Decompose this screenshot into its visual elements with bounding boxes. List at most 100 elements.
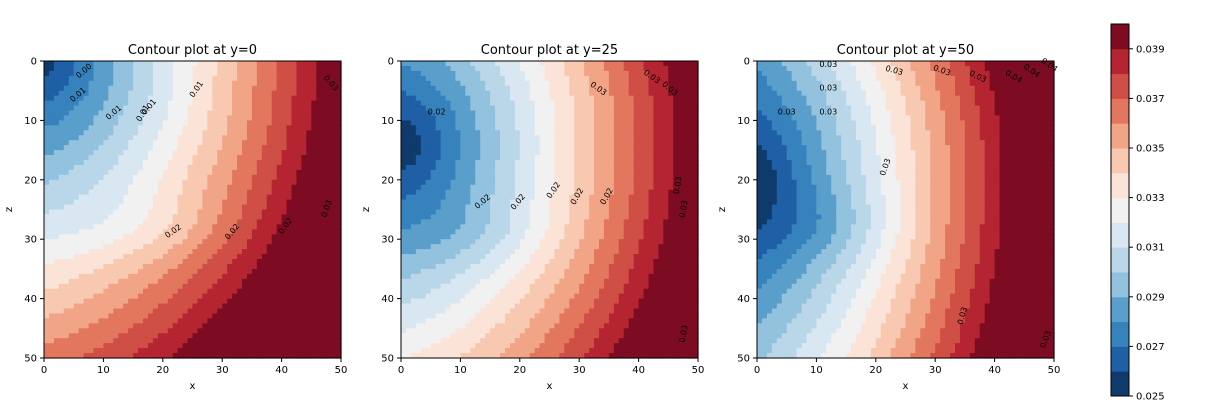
contour-cell (133, 150, 139, 156)
contour-cell (296, 234, 302, 240)
contour-cell (281, 273, 288, 280)
contour-cell (401, 160, 407, 166)
contour-cell (58, 214, 65, 220)
contour-cell (336, 145, 342, 151)
contour-cell (202, 234, 208, 240)
contour-cell (410, 184, 417, 191)
contour-cell (182, 348, 189, 354)
contour-cell (187, 224, 194, 230)
contour-cell (326, 115, 332, 121)
contour-cell (435, 90, 442, 97)
contour-cell (455, 224, 461, 230)
contour-cell (450, 120, 457, 126)
contour-cell (281, 61, 288, 67)
contour-cell (44, 150, 50, 156)
contour-cell (197, 150, 203, 156)
contour-cell (326, 278, 332, 285)
contour-cell (187, 323, 194, 329)
contour-cell (63, 65, 70, 72)
contour-cell (291, 348, 298, 354)
contour-cell (187, 110, 194, 117)
contour-cell (286, 298, 293, 305)
contour-cell (78, 278, 85, 285)
contour-cell (227, 219, 233, 225)
contour-cell (251, 239, 258, 245)
contour-cell (58, 65, 65, 72)
contour-cell (316, 150, 322, 156)
contour-cell (475, 239, 481, 245)
contour-cell (103, 263, 109, 270)
contour-cell (232, 204, 238, 211)
contour-cell (316, 70, 322, 77)
contour-cell (147, 199, 154, 206)
contour-cell (88, 273, 95, 280)
contour-cell (172, 214, 179, 220)
contour-cell (281, 244, 288, 250)
contour-cell (78, 85, 85, 92)
contour-cell (207, 338, 213, 344)
contour-cell (465, 234, 471, 240)
contour-cell (455, 348, 461, 354)
contour-cell (83, 85, 90, 92)
contour-cell (296, 204, 302, 211)
contour-cell (455, 234, 461, 240)
contour-cell (88, 115, 95, 121)
contour-cell (286, 100, 293, 107)
contour-cell (465, 214, 471, 220)
contour-cell (480, 278, 486, 285)
contour-cell (326, 204, 332, 211)
contour-cell (118, 174, 124, 181)
contour-cell (266, 155, 273, 161)
contour-cell (138, 194, 144, 201)
contour-cell (113, 328, 119, 334)
contour-cell (440, 140, 447, 146)
contour-cell (420, 239, 427, 245)
contour-cell (78, 184, 85, 191)
contour-cell (504, 234, 511, 240)
contour-cell (93, 75, 100, 82)
contour-cell (103, 150, 109, 156)
contour-cell (405, 65, 412, 72)
contour-cell (138, 169, 144, 176)
contour-cell (326, 323, 332, 329)
contour-cell (172, 254, 179, 260)
contour-cell (143, 130, 149, 136)
contour-cell (331, 194, 337, 201)
contour-cell (182, 105, 189, 112)
contour-cell (167, 254, 174, 260)
contour-cell (296, 293, 302, 300)
contour-cell (495, 333, 501, 339)
contour-cell (73, 65, 80, 72)
contour-cell (128, 65, 134, 72)
contour-cell (336, 219, 342, 225)
contour-cell (296, 249, 302, 255)
contour-cell (485, 273, 491, 280)
contour-cell (271, 135, 278, 141)
contour-cell (321, 169, 327, 176)
contour-cell (415, 273, 422, 280)
contour-cell (232, 90, 238, 97)
contour-cell (98, 199, 104, 206)
contour-cell (133, 130, 139, 136)
contour-cell (177, 105, 184, 112)
contour-cell (504, 90, 511, 97)
contour-panel-0: Contour plot at y=00 10 20 30 40 500102030405… (4, 43, 347, 392)
contour-cell (430, 313, 437, 319)
contour-cell (232, 194, 238, 201)
contour-cell (440, 70, 447, 77)
contour-cell (197, 115, 203, 121)
contour-cell (242, 184, 248, 191)
contour-cell (430, 184, 437, 191)
contour-cell (63, 85, 70, 92)
contour-cell (222, 328, 228, 334)
contour-cell (88, 174, 95, 181)
contour-cell (401, 100, 407, 107)
contour-cell (286, 234, 293, 240)
contour-cell (157, 313, 164, 319)
contour-cell (143, 254, 149, 260)
contour-cell (182, 283, 189, 290)
contour-cell (445, 120, 452, 126)
contour-cell (222, 224, 228, 230)
contour-cell (157, 273, 164, 280)
contour-cell (311, 348, 317, 354)
